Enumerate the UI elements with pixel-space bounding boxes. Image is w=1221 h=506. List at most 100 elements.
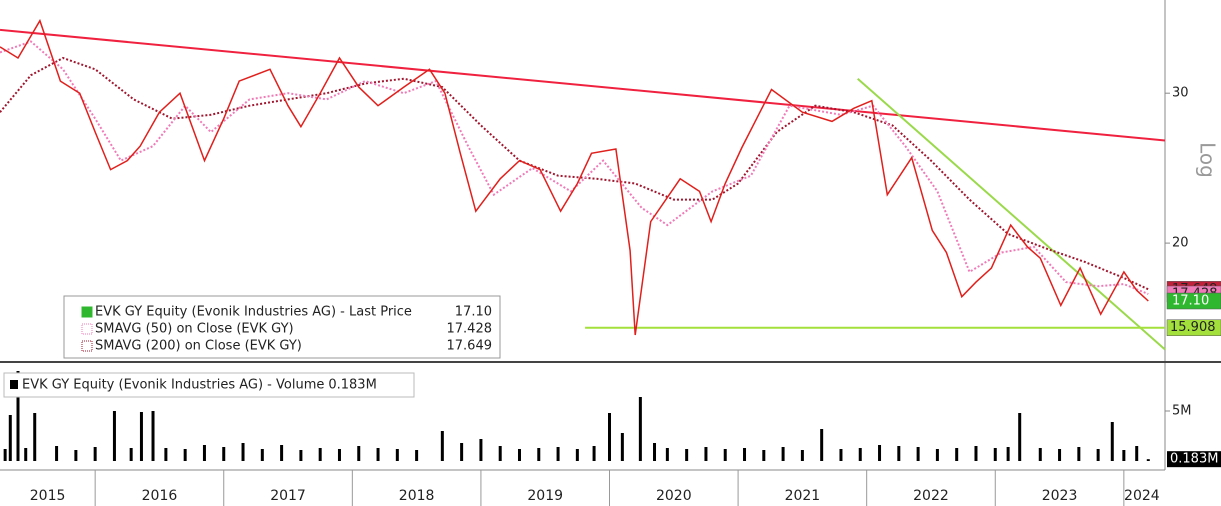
volume-bar xyxy=(665,448,669,461)
volume-bar xyxy=(592,446,596,461)
volume-bar xyxy=(820,429,824,461)
legend-value: 17.10 xyxy=(455,305,492,320)
volume-bar xyxy=(55,446,59,461)
y-tick-label: 30 xyxy=(1172,86,1189,101)
moving-average-line xyxy=(0,40,1149,295)
legend-swatch xyxy=(81,340,93,352)
volume-bar xyxy=(24,448,28,461)
volume-bar xyxy=(202,445,206,461)
volume-bar xyxy=(935,449,939,461)
value-badge xyxy=(1166,319,1221,336)
volume-bar xyxy=(151,411,155,461)
x-tick-label: 2018 xyxy=(399,488,435,504)
volume-bar xyxy=(33,413,37,461)
volume-bar xyxy=(222,447,226,461)
volume-bar xyxy=(517,449,521,461)
volume-bar xyxy=(3,449,7,461)
x-axis-labels: 2015 2016 2017 2018 2019 2020 2021 2022 2023 2024 xyxy=(30,470,1160,506)
volume-bar xyxy=(556,447,560,461)
volume-bar xyxy=(620,433,624,461)
volume-bar xyxy=(183,449,187,461)
volume-bar xyxy=(878,445,882,461)
trendline xyxy=(0,28,1166,142)
volume-bar xyxy=(112,411,116,461)
legend-value: 0.183M xyxy=(328,378,376,393)
volume-bar xyxy=(704,447,708,461)
volume-bar xyxy=(260,449,264,461)
volume-bar xyxy=(299,450,303,461)
legend-label: EVK GY Equity (Evonik Industries AG) - L… xyxy=(95,305,412,320)
volume-bar xyxy=(16,371,20,461)
volume-bar xyxy=(1146,459,1150,461)
volume-bar xyxy=(74,450,78,461)
volume-bar xyxy=(916,447,920,461)
volume-bar xyxy=(1122,450,1126,461)
volume-bar xyxy=(743,448,747,461)
volume-bar xyxy=(993,448,997,461)
x-tick-label: 2016 xyxy=(142,488,178,504)
x-tick-label: 2023 xyxy=(1042,488,1078,504)
x-tick-label: 2017 xyxy=(270,488,306,504)
volume-bar xyxy=(897,446,901,461)
x-tick-label: 2015 xyxy=(30,488,66,504)
x-tick-label: 2024 xyxy=(1124,488,1160,504)
legend: EVK GY Equity (Evonik Industries AG) - L… xyxy=(63,295,501,359)
volume-bar xyxy=(781,447,785,461)
legend-swatch xyxy=(81,323,93,335)
volume-bar xyxy=(337,449,341,461)
volume-bar xyxy=(93,447,97,461)
volume-bar xyxy=(460,443,464,461)
volume-bar xyxy=(723,449,727,461)
volume-bar xyxy=(498,446,502,461)
volume-bar xyxy=(139,412,143,461)
volume-bar xyxy=(164,448,168,461)
volume-bar xyxy=(1077,447,1081,461)
volume-bar xyxy=(1110,422,1114,461)
legend-box xyxy=(3,372,415,398)
volume-bar xyxy=(1038,448,1042,461)
legend-swatch xyxy=(81,306,93,318)
volume-bar xyxy=(280,445,284,461)
volume-bar xyxy=(1018,413,1022,461)
x-tick-label: 2019 xyxy=(527,488,563,504)
volume-bar xyxy=(762,450,766,461)
volume-bar xyxy=(357,446,361,461)
y-tick-label: 5M xyxy=(1172,404,1192,419)
price-line xyxy=(0,18,1149,336)
volume-bar xyxy=(974,446,978,461)
volume-bar xyxy=(638,397,642,461)
y-tick-label: 20 xyxy=(1172,236,1189,251)
volume-bar xyxy=(608,413,612,461)
volume-bar xyxy=(1135,446,1139,461)
volume-bar xyxy=(1006,447,1010,461)
value-badge-label: 0.183M xyxy=(1170,452,1218,467)
volume-bar xyxy=(129,448,133,461)
volume-bar xyxy=(479,439,483,461)
value-badge xyxy=(1166,292,1221,310)
volume-panel: 5M xyxy=(3,371,1192,461)
volume-bar xyxy=(800,450,804,461)
volume-bar xyxy=(858,448,862,461)
volume-bar xyxy=(839,449,843,461)
legend-label: EVK GY Equity (Evonik Industries AG) - V… xyxy=(22,378,324,393)
legend-box xyxy=(63,295,501,359)
volume-bar xyxy=(955,448,959,461)
volume-bar xyxy=(685,449,689,461)
value-badge-label: 17.10 xyxy=(1172,294,1209,309)
volume-bar xyxy=(1058,449,1062,461)
volume-bar xyxy=(575,449,579,461)
moving-average-line xyxy=(0,56,1149,291)
trendline xyxy=(857,77,1166,351)
x-tick-label: 2020 xyxy=(656,488,692,504)
volume-bar xyxy=(653,443,657,461)
volume-bar xyxy=(8,415,12,461)
volume-bar xyxy=(537,448,541,461)
volume-bar xyxy=(241,443,245,461)
volume-bar xyxy=(318,448,322,461)
legend-label: SMAVG (200) on Close (EVK GY) xyxy=(95,339,302,354)
legend-value: 17.649 xyxy=(447,339,493,354)
scale-label: Log xyxy=(1196,142,1220,178)
volume-bar xyxy=(440,431,444,461)
